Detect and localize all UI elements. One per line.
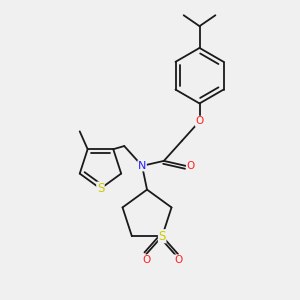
Text: S: S: [158, 230, 166, 243]
Text: O: O: [142, 255, 150, 265]
Text: O: O: [187, 161, 195, 171]
Text: O: O: [174, 255, 182, 265]
Text: N: N: [138, 161, 146, 171]
Text: S: S: [97, 182, 104, 195]
Text: O: O: [195, 116, 204, 126]
